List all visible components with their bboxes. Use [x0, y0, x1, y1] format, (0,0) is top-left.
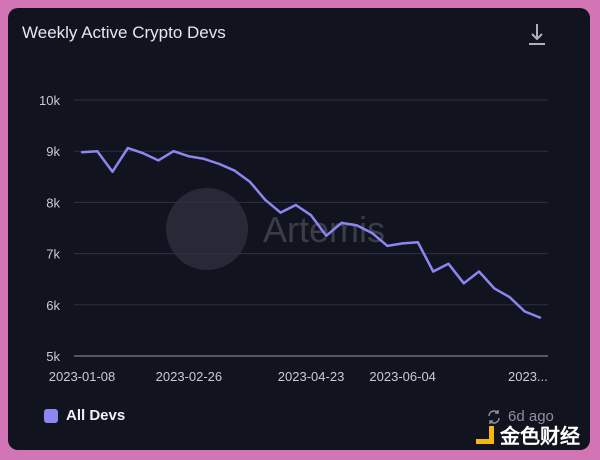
x-tick-label: 2023-04-23: [278, 369, 345, 384]
x-tick-label: 2023-06-04: [369, 369, 436, 384]
watermark-logo-icon: [476, 425, 494, 444]
data-point: [294, 203, 297, 207]
refresh-icon[interactable]: [486, 409, 502, 425]
x-tick-label: 2023...: [508, 369, 548, 384]
data-point: [264, 198, 267, 202]
data-point: [187, 155, 191, 158]
data-point: [432, 270, 435, 273]
data-point: [172, 150, 175, 153]
legend-label: All Devs: [66, 407, 126, 424]
data-point: [202, 157, 206, 161]
chart-card: Weekly Active Crypto Devs All Devs 6d ag…: [8, 8, 590, 450]
data-point: [126, 146, 130, 150]
data-point: [386, 244, 389, 248]
data-point: [233, 169, 236, 172]
y-tick-label: 9k: [46, 144, 60, 159]
data-point: [218, 162, 221, 166]
y-tick-label: 5k: [46, 349, 60, 364]
data-point: [141, 152, 145, 155]
data-point: [340, 221, 343, 225]
data-point: [416, 241, 420, 244]
data-point: [508, 295, 511, 299]
data-point: [493, 287, 496, 290]
legend-item-all-devs[interactable]: All Devs: [44, 407, 125, 424]
data-point: [370, 231, 374, 235]
y-tick-label: 6k: [46, 298, 60, 313]
watermark-text: 金色财经: [500, 426, 580, 448]
data-point: [523, 310, 527, 313]
data-point: [401, 242, 404, 245]
data-point: [538, 316, 542, 319]
data-point: [248, 180, 252, 184]
data-point: [157, 159, 160, 162]
data-point: [325, 234, 328, 237]
y-tick-label: 7k: [46, 247, 60, 262]
data-point: [309, 214, 313, 217]
updated-text: 6d ago: [508, 408, 554, 425]
x-tick-label: 2023-01-08: [49, 369, 116, 384]
corner-watermark: 金色财经: [476, 420, 580, 449]
data-point: [355, 224, 359, 227]
last-updated: 6d ago: [486, 408, 554, 425]
data-point: [447, 262, 450, 266]
data-point: [96, 150, 99, 153]
download-icon[interactable]: [526, 22, 548, 48]
y-tick-label: 10k: [39, 93, 60, 108]
chart-title: Weekly Active Crypto Devs: [22, 23, 226, 42]
data-point: [111, 170, 114, 173]
data-point: [462, 282, 465, 285]
y-tick-label: 8k: [46, 195, 60, 210]
data-point: [477, 270, 481, 273]
data-point: [80, 151, 84, 154]
legend-swatch: [44, 408, 58, 423]
data-point: [279, 211, 282, 214]
artemis-watermark-logo: [166, 188, 248, 270]
x-tick-label: 2023-02-26: [156, 369, 223, 384]
